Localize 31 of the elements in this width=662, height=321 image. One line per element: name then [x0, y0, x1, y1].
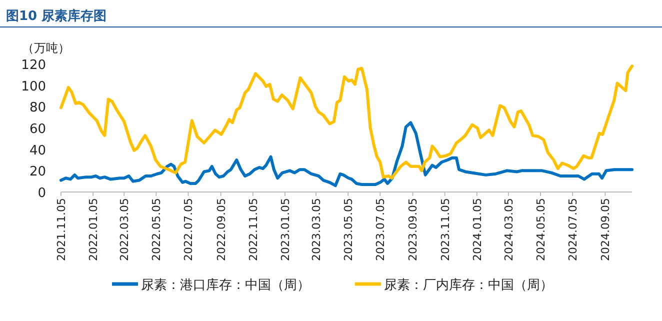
x-tick-label: 2023.03.05 [310, 198, 324, 261]
y-tick-label: 20 [29, 164, 46, 180]
x-tick-label: 2023.11.05 [438, 198, 452, 261]
x-tick-label: 2023.01.05 [278, 198, 292, 261]
y-tick-label: 100 [21, 79, 46, 94]
x-tick-label: 2022.07.05 [182, 198, 196, 261]
y-tick-label: 80 [29, 100, 46, 116]
x-tick-label: 2022.11.05 [246, 198, 260, 261]
y-axis-title: （万吨） [22, 41, 70, 55]
line-series [60, 121, 634, 188]
x-tick-label: 2022.09.05 [214, 198, 228, 261]
line-series [60, 64, 634, 180]
y-tick-label: 60 [29, 122, 46, 137]
legend-item: 尿素：港口库存：中国（周） [112, 278, 310, 293]
legend-item: 尿素：厂内库存：中国（周） [355, 278, 553, 293]
x-tick-label: 2023.09.05 [406, 198, 420, 261]
y-tick-label: 0 [38, 186, 46, 201]
x-tick-label: 2024.07.05 [566, 198, 580, 261]
x-tick-label: 2022.03.05 [118, 198, 132, 261]
x-tick-label: 2021.11.05 [55, 198, 68, 261]
x-tick-label: 2024.03.05 [502, 198, 516, 261]
x-tick-label: 2022.05.05 [150, 198, 164, 261]
y-tick-label: 40 [29, 143, 46, 158]
x-tick-label: 2023.07.05 [374, 198, 388, 261]
x-tick-label: 2023.05.05 [342, 198, 356, 261]
x-tick-label: 2024.01.05 [470, 198, 484, 261]
y-tick-label: 120 [21, 58, 46, 73]
x-tick-label: 2022.01.05 [87, 198, 100, 261]
chart-title: 图10 尿素库存图 [6, 8, 107, 24]
x-tick-label: 2024.09.05 [599, 198, 612, 261]
x-tick-label: 2024.05.05 [534, 198, 548, 261]
